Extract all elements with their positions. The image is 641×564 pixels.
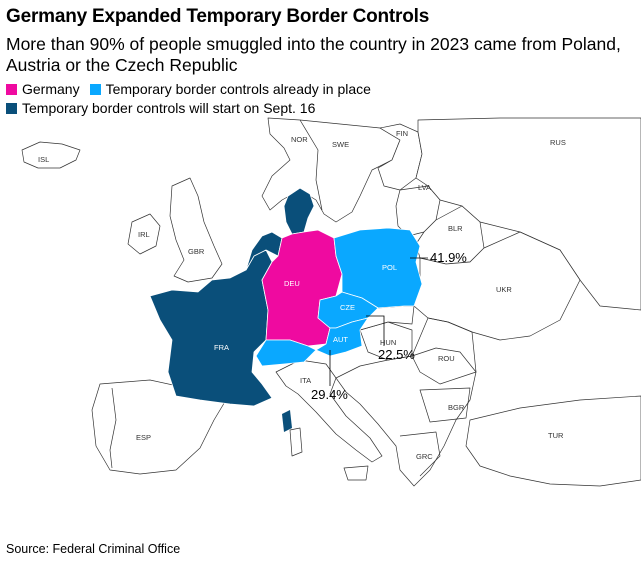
callout-austria-share: 29.4% [311, 387, 348, 402]
label-germany: DEU [284, 279, 300, 288]
callout-czechia-share: 22.5% [378, 347, 415, 362]
source-note: Source: Federal Criminal Office [6, 542, 181, 556]
label-italy: ITA [300, 376, 311, 385]
label-belarus: BLR [448, 224, 463, 233]
island-corsica [282, 410, 292, 432]
legend-item-germany: Germany [6, 80, 80, 99]
country-iceland [21, 141, 81, 169]
country-denmark [283, 187, 315, 235]
legend: Germany Temporary border controls alread… [6, 80, 381, 118]
region-balkans [335, 347, 477, 487]
legend-item-new-controls: Temporary border controls will start on … [6, 99, 315, 118]
label-turkey: TUR [548, 431, 564, 440]
border-bulgaria [419, 387, 471, 423]
label-greece: GRC [416, 452, 433, 461]
label-czechia: CZE [340, 303, 355, 312]
label-great-britain: GBR [188, 247, 205, 256]
legend-label-germany: Germany [22, 81, 80, 97]
europe-map: ISL NOR SWE FIN RUS LVA IRL GBR BLR DEU … [21, 117, 641, 487]
label-norway: NOR [291, 135, 308, 144]
border-norway-sweden [299, 119, 323, 211]
country-italy [275, 359, 383, 463]
label-hungary: HUN [380, 338, 396, 347]
country-poland [333, 227, 423, 309]
label-finland: FIN [396, 129, 408, 138]
legend-swatch-existing-controls [89, 84, 101, 95]
callout-poland-share: 41.9% [430, 250, 467, 265]
label-france: FRA [214, 343, 229, 352]
legend-label-new-controls: Temporary border controls will start on … [22, 100, 316, 116]
label-iceland: ISL [38, 155, 49, 164]
legend-item-existing-controls: Temporary border controls already in pla… [89, 80, 371, 99]
label-poland: POL [382, 263, 397, 272]
country-great-britain [169, 177, 223, 283]
chart-title: Germany Expanded Temporary Border Contro… [6, 6, 430, 27]
label-romania: ROU [438, 354, 455, 363]
border-romania [411, 317, 477, 385]
border-greece [399, 431, 441, 477]
legend-swatch-new-controls [6, 103, 17, 114]
callout-line-czechia [366, 315, 385, 346]
chart-subtitle: More than 90% of people smuggled into th… [6, 34, 621, 75]
country-russia [415, 117, 641, 311]
label-ireland: IRL [138, 230, 150, 239]
island-sicily [343, 465, 369, 481]
legend-label-existing-controls: Temporary border controls already in pla… [105, 81, 371, 97]
label-latvia: LVA [418, 183, 431, 192]
country-ireland [127, 213, 161, 255]
country-austria [315, 317, 369, 357]
label-sweden: SWE [332, 140, 349, 149]
island-sardinia [289, 427, 303, 457]
label-bulgaria: BGR [448, 403, 465, 412]
label-russia: RUS [550, 138, 566, 147]
label-ukraine: UKR [496, 285, 512, 294]
label-spain: ESP [136, 433, 151, 442]
country-turkey [465, 395, 641, 487]
label-austria: AUT [333, 335, 348, 344]
legend-swatch-germany [6, 84, 17, 95]
border-spain-portugal [109, 387, 117, 469]
country-switzerland [255, 339, 317, 367]
country-ukraine [413, 231, 581, 341]
